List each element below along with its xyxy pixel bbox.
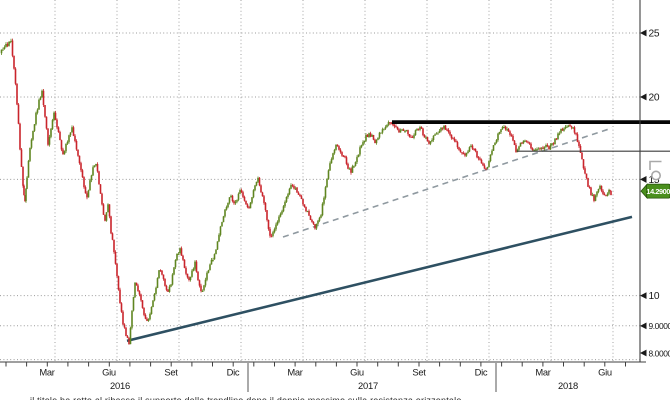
x-month-label: Mar	[535, 367, 550, 378]
y-tick-arrow	[640, 292, 647, 300]
y-tick-label: 9.0000	[649, 321, 670, 331]
x-axis-labels[interactable]: Mar Giu Set Dic Mar Giu Set Dic Mar Giu 2016 2017 20…	[39, 367, 612, 392]
circle-handle-icon	[650, 170, 661, 181]
x-month-label: Set	[412, 367, 426, 378]
y-tick-arrow	[640, 93, 647, 101]
axes	[0, 0, 646, 392]
x-month-label: Dic	[227, 367, 240, 378]
y-tick-label: 25	[649, 28, 660, 39]
x-year-label: 2017	[358, 380, 378, 391]
y-tick-arrow	[640, 29, 647, 37]
last-price-value: 14.2900	[646, 187, 670, 196]
y-tick-arrow	[640, 349, 647, 357]
dashed-trendline[interactable]	[282, 127, 613, 238]
gridlines	[0, 0, 640, 362]
footer-clipped-text: il titolo ha rotto al ribasso il support…	[30, 396, 462, 400]
y-tick-arrow	[640, 176, 647, 183]
x-month-label: Mar	[39, 367, 54, 378]
up-candle-bodies	[0, 41, 610, 345]
price-tag-body	[646, 183, 670, 199]
x-month-label: Giu	[598, 367, 612, 378]
y-tick-arrow	[640, 322, 647, 330]
y-tick-label: 20	[649, 92, 660, 103]
x-month-label: Set	[164, 367, 178, 378]
x-month-label: Dic	[475, 367, 488, 378]
crop-corner-icon	[649, 160, 662, 170]
x-month-label: Giu	[102, 367, 116, 378]
down-candle-wicks	[7, 38, 612, 345]
x-month-label: Giu	[350, 367, 364, 378]
y-axis-labels[interactable]: 25 20 15 10 9.0000 8.0000	[640, 28, 670, 358]
x-year-label: 2016	[110, 380, 130, 391]
y-tick-label: 8.0000	[649, 348, 670, 358]
chart-tool-icon[interactable]	[649, 160, 662, 181]
last-price-tag: 14.2900	[640, 183, 670, 199]
candlestick-series	[0, 38, 612, 345]
y-tick-label: 15	[649, 175, 660, 186]
down-candle-bodies	[6, 40, 612, 345]
y-tick-label: 10	[649, 291, 660, 302]
x-year-label: 2018	[558, 380, 578, 391]
horizontal-level-lines	[392, 120, 670, 152]
x-month-label: Mar	[287, 367, 302, 378]
trendlines	[126, 127, 633, 343]
rising-trendline[interactable]	[126, 215, 633, 343]
